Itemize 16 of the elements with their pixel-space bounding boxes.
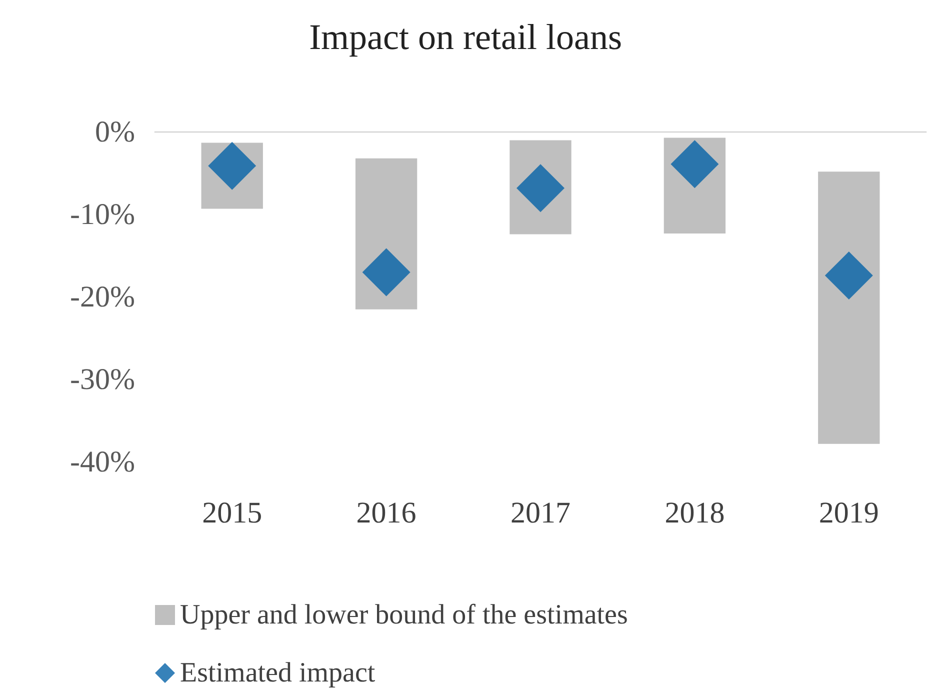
x-tick-label: 2018	[664, 496, 725, 530]
bar	[818, 172, 880, 444]
y-tick-label: -30%	[70, 363, 135, 396]
y-tick-label: -40%	[70, 446, 135, 478]
legend-label: Upper and lower bound of the estimates	[180, 600, 628, 630]
x-tick-label: 2015	[202, 496, 262, 530]
x-tick-label: 2019	[818, 496, 879, 530]
y-tick-label: -20%	[70, 280, 135, 314]
point	[362, 248, 410, 296]
y-tick-label: -10%	[70, 198, 135, 231]
x-tick-label: 2016	[356, 496, 416, 530]
y-tick-label: 0%	[95, 116, 135, 148]
chart-title: Impact on retail loans	[309, 17, 622, 57]
x-tick-label: 2017	[510, 496, 570, 530]
point	[824, 252, 873, 300]
legend-label: Estimated impact	[180, 658, 376, 688]
